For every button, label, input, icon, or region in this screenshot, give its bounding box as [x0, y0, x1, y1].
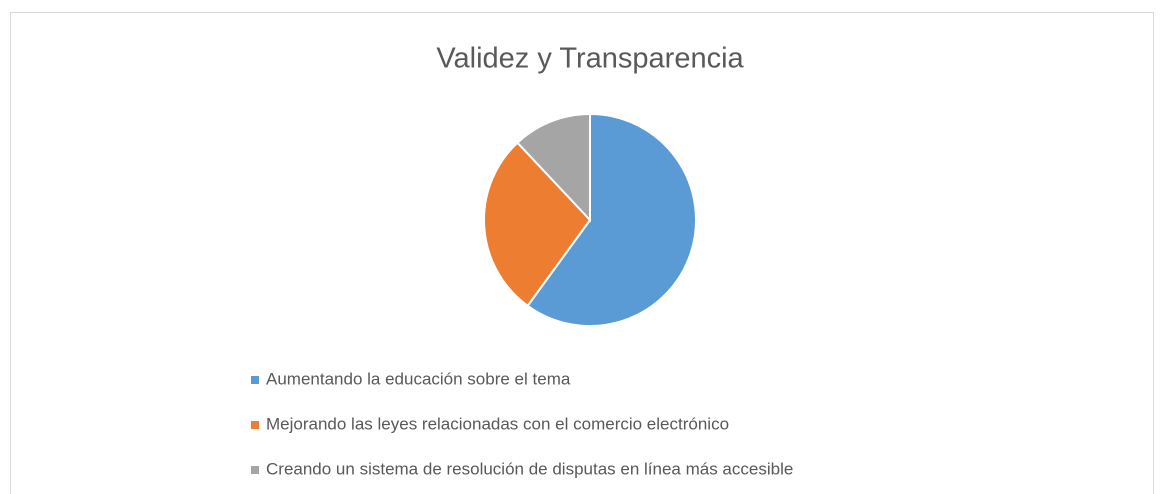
pie-slice: [483, 141, 592, 308]
legend-label: Mejorando las leyes relacionadas con el …: [266, 414, 729, 433]
legend-swatch: [251, 421, 259, 429]
legend-label: Creando un sistema de resolución de disp…: [266, 459, 793, 478]
chart-title: Validez y Transparencia: [436, 43, 744, 75]
legend-swatch: [251, 376, 259, 384]
legend-swatch: [251, 466, 259, 474]
pie-slice: [516, 112, 591, 223]
pie-slice: [526, 112, 697, 327]
legend-label: Aumentando la educación sobre el tema: [266, 369, 571, 388]
